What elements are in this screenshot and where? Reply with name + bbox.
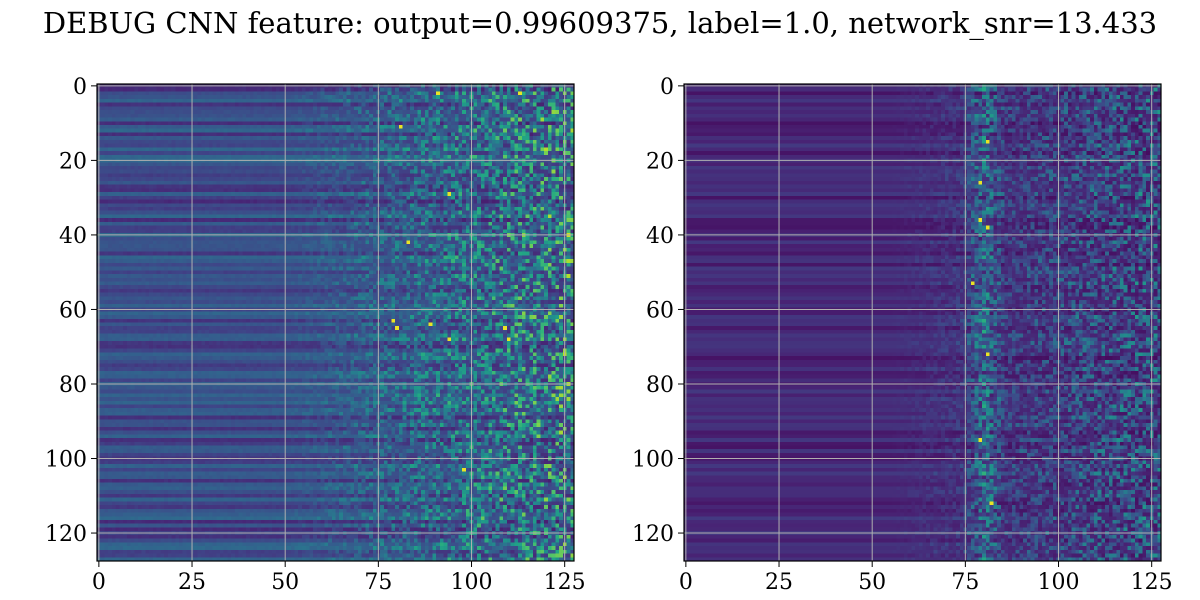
axes-frame: [683, 83, 1162, 562]
y-tick-label: 100: [45, 448, 87, 473]
heatmap-raster: [684, 84, 1161, 561]
heatmap-raster: [97, 84, 574, 561]
y-tick-label: 0: [660, 75, 674, 100]
figure-title: DEBUG CNN feature: output=0.99609375, la…: [42, 6, 1158, 40]
y-tick-label: 0: [73, 75, 87, 100]
y-tick-label: 100: [632, 448, 674, 473]
y-tick-label: 80: [59, 373, 87, 398]
x-tick-label: 75: [364, 570, 392, 595]
y-tick-label: 40: [59, 224, 87, 249]
y-tick-label: 20: [646, 149, 674, 174]
x-tick-label: 50: [271, 570, 299, 595]
x-tick-label: 100: [1038, 570, 1080, 595]
left-heatmap-panel: 0 25 50 75 100 125 0 20 40 60 80 100 120: [45, 75, 586, 595]
x-tick-label: 100: [451, 570, 493, 595]
x-tick-label: 75: [951, 570, 979, 595]
x-tick-label: 50: [858, 570, 886, 595]
y-tick-label: 60: [646, 298, 674, 323]
y-tick-label: 120: [45, 522, 87, 547]
y-tick-label: 40: [646, 224, 674, 249]
y-tick-label: 20: [59, 149, 87, 174]
x-tick-label: 25: [178, 570, 206, 595]
x-tick-label: 25: [765, 570, 793, 595]
x-tick-label: 0: [679, 570, 693, 595]
right-heatmap-panel: 0 25 50 75 100 125 0 20 40 60 80 100 120: [632, 75, 1173, 595]
y-tick-label: 80: [646, 373, 674, 398]
axes-frame: [96, 83, 575, 562]
y-tick-label: 120: [632, 522, 674, 547]
x-tick-label: 125: [1131, 570, 1173, 595]
x-tick-label: 0: [92, 570, 106, 595]
x-tick-label: 125: [544, 570, 586, 595]
y-tick-label: 60: [59, 298, 87, 323]
